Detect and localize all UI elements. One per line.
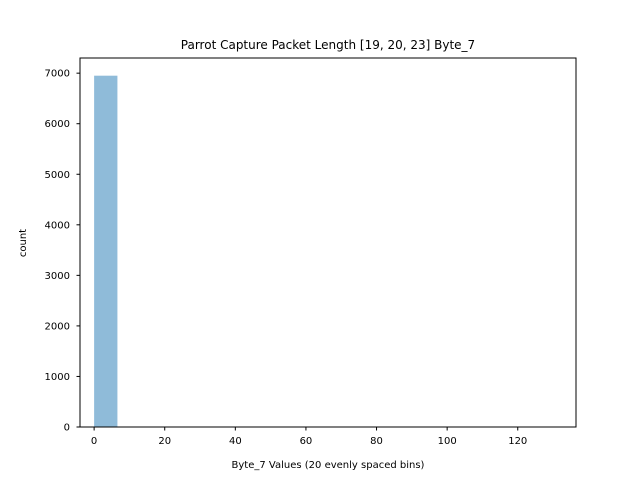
x-axis-ticks: 0 20 40 60 80 100 120 xyxy=(91,427,527,447)
y-tick-label: 6000 xyxy=(45,119,70,130)
plot-frame xyxy=(79,57,577,428)
y-axis-ticks: 0 1000 2000 3000 4000 5000 6000 7000 xyxy=(45,69,80,434)
chart-title: Parrot Capture Packet Length [19, 20, 23… xyxy=(181,38,475,52)
y-axis-label: count xyxy=(18,229,29,257)
y-tick-label: 7000 xyxy=(45,69,70,80)
y-tick-label: 5000 xyxy=(45,170,70,181)
y-tick-label: 4000 xyxy=(45,220,70,231)
x-tick-label: 0 xyxy=(91,436,97,447)
x-axis-label: Byte_7 Values (20 evenly spaced bins) xyxy=(232,460,425,471)
y-tick-label: 0 xyxy=(64,423,70,434)
bars-group xyxy=(94,75,118,428)
y-tick-label: 3000 xyxy=(45,271,70,282)
y-tick-label: 2000 xyxy=(45,321,70,332)
x-tick-label: 100 xyxy=(438,436,457,447)
x-tick-label: 60 xyxy=(300,436,313,447)
histogram-bar-0 xyxy=(94,75,118,428)
x-tick-label: 120 xyxy=(508,436,527,447)
x-tick-label: 20 xyxy=(158,436,171,447)
y-tick-label: 1000 xyxy=(45,372,70,383)
x-tick-label: 80 xyxy=(370,436,383,447)
x-tick-label: 40 xyxy=(229,436,242,447)
